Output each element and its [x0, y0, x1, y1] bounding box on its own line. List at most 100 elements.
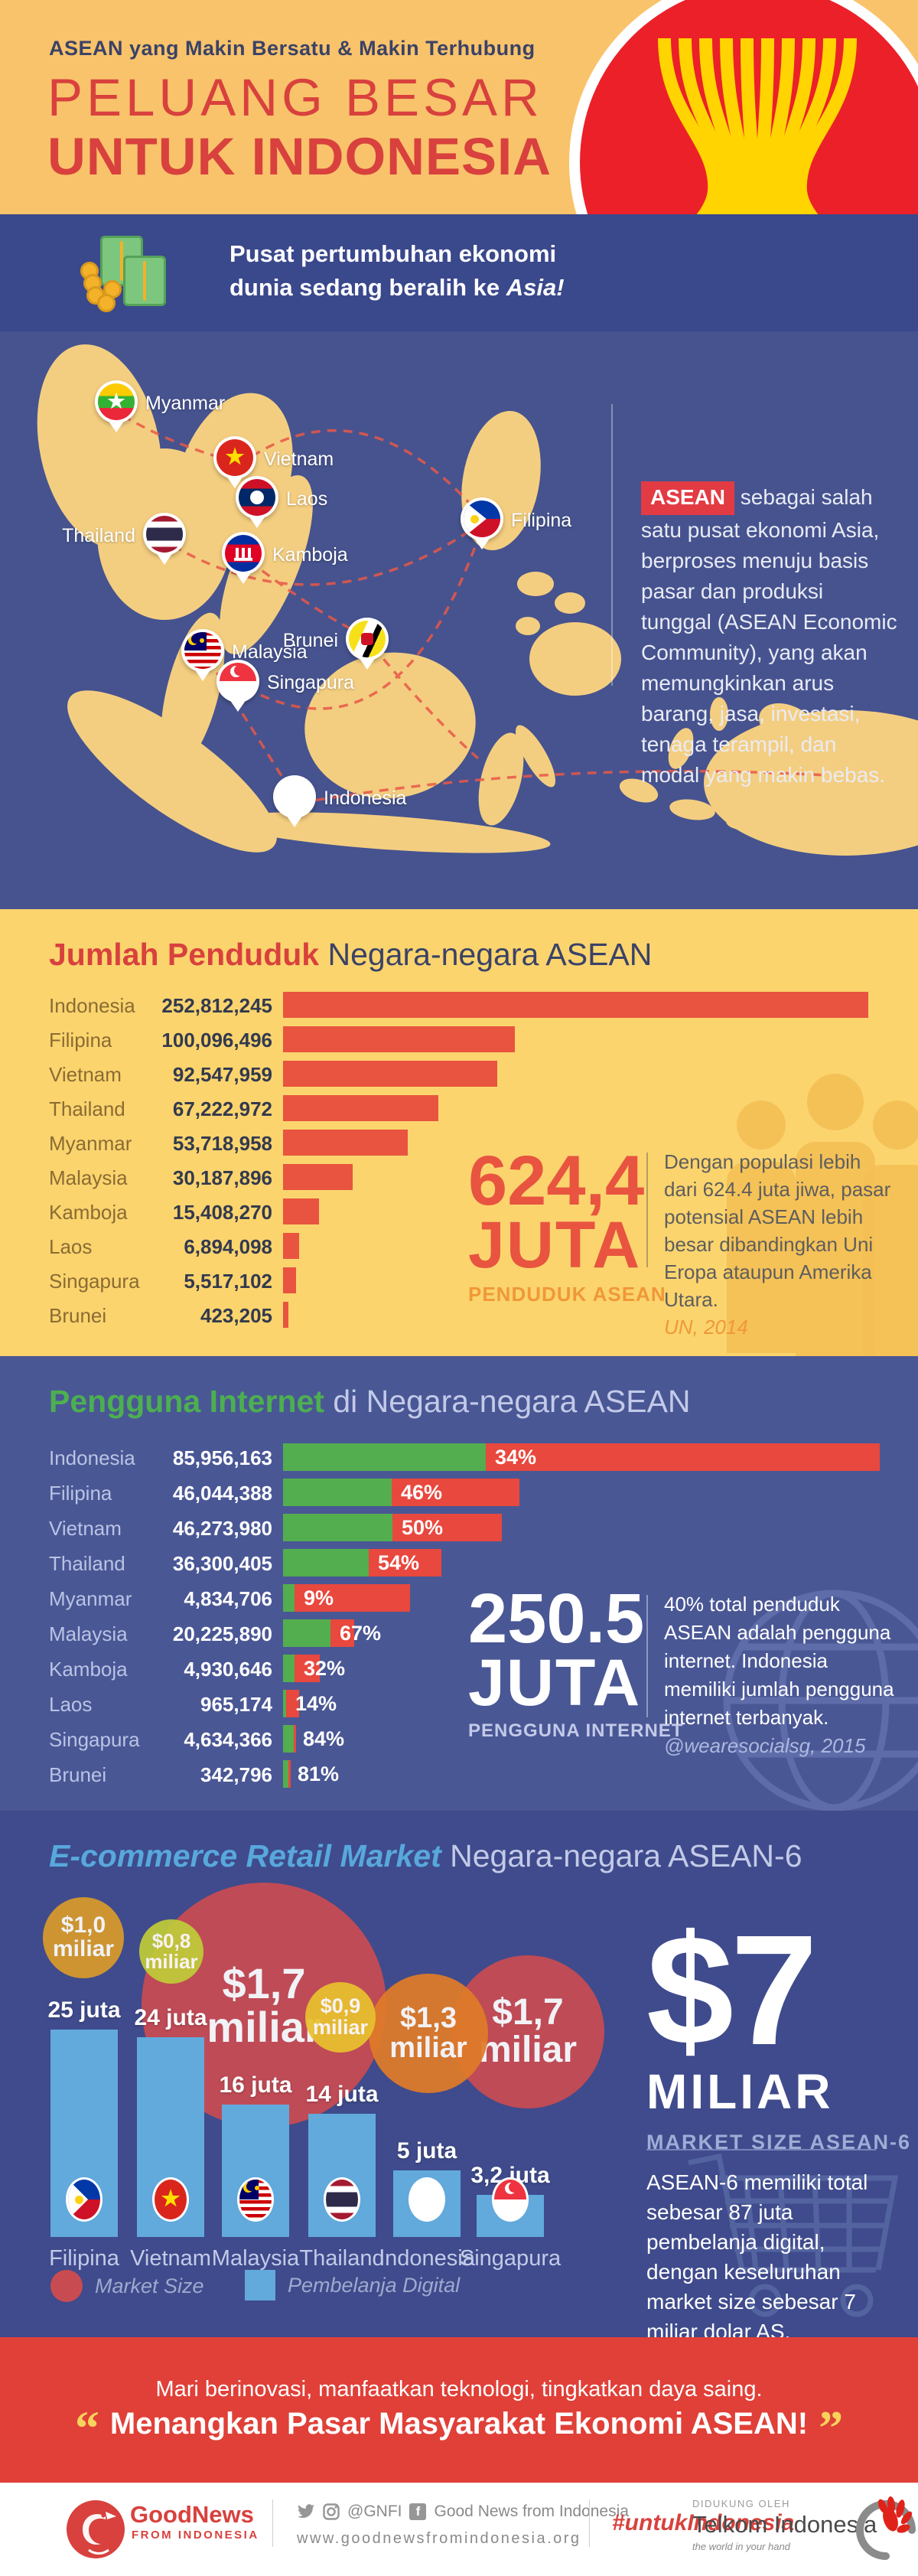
country-label: Brunei — [49, 1304, 107, 1327]
country-label: Kamboja — [49, 1201, 128, 1224]
market-size-swatch — [50, 2270, 83, 2302]
website-url[interactable]: www.goodnewsfromindonesia.org — [297, 2530, 581, 2547]
flag-indonesia-icon — [411, 2180, 443, 2219]
social-handle[interactable]: @GNFI — [347, 2503, 402, 2520]
footer-divider — [272, 2499, 273, 2547]
internet-row-singapura: Singapura 4,634,366 84% — [0, 1725, 918, 1753]
internet-users-value: 342,796 — [200, 1763, 272, 1786]
instagram-icon[interactable] — [323, 2503, 340, 2520]
penetration-percent-label: 81% — [298, 1762, 340, 1785]
population-section: Jumlah Penduduk Negara-negara ASEAN Indo… — [0, 909, 918, 1356]
internet-aside-divider — [646, 1595, 648, 1717]
map-pin-label: Singapura — [267, 672, 354, 693]
people-silhouette-icon — [727, 1101, 796, 1353]
internet-row-filipina: Filipina 46,044,388 46% — [0, 1479, 918, 1506]
population-source: UN, 2014 — [664, 1316, 748, 1339]
internet-row-malaysia: Malaysia 20,225,890 67% — [0, 1619, 918, 1647]
population-row-thailand: Thailand 67,222,972 — [0, 1095, 918, 1121]
population-bar-chart: Indonesia 252,812,245 Filipina 100,096,496 V… — [0, 992, 918, 1336]
page-title-line2: UNTUK INDONESIA — [47, 127, 552, 186]
map-text-divider — [611, 404, 613, 686]
country-label: Thailand — [49, 1552, 125, 1575]
remainder-red-bar — [392, 1514, 502, 1541]
internet-users-value: 20,225,890 — [172, 1622, 272, 1645]
population-value: 53,718,958 — [172, 1132, 272, 1155]
map-pin-label: Laos — [286, 488, 328, 510]
flag-singapura-icon — [220, 663, 256, 699]
flag-filipina-icon — [68, 2180, 100, 2219]
country-label: Vietnam — [49, 1517, 122, 1540]
remainder-red-bar — [486, 1443, 880, 1471]
ecommerce-big-number: $7 MILIAR MARKET SIZE ASEAN-6 — [646, 1903, 912, 2154]
population-value: 100,096,496 — [161, 1029, 272, 1052]
map-pin-vietnam[interactable]: ★ — [213, 436, 256, 491]
country-label: Filipina — [49, 2246, 119, 2271]
internet-section: Pengguna Internet di Negara-negara ASEAN… — [0, 1356, 918, 1811]
internet-row-indonesia: Indonesia 85,956,163 34% — [0, 1443, 918, 1471]
facebook-icon[interactable]: f — [409, 2503, 427, 2520]
map-pin-malaysia[interactable] — [181, 629, 224, 684]
internet-users-value: 46,044,388 — [172, 1482, 272, 1505]
map-pin-label: Filipina — [511, 510, 572, 531]
map-pin-filipina[interactable] — [461, 497, 503, 553]
country-label: Thailand — [299, 2246, 385, 2271]
bar-flag-malaysia — [237, 2177, 274, 2222]
banner-section: Pusat pertumbuhan ekonomi dunia sedang b… — [0, 214, 918, 331]
population-row-malaysia: Malaysia 30,187,896 — [0, 1164, 918, 1190]
goodnews-brand: GoodNews — [130, 2501, 254, 2528]
map-pin-myanmar[interactable]: ★ — [95, 380, 138, 435]
market-size-bubble-thailand: $0,9 miliar — [305, 1982, 376, 2053]
map-pin-thailand[interactable] — [143, 513, 186, 568]
ecommerce-chart: $1,7 miliar $1,7 miliar $1,3 miliar $0,9 miliar… — [0, 1811, 643, 2337]
legend-market-size: Market Size — [50, 2270, 204, 2302]
internet-users-value: 36,300,405 — [172, 1552, 272, 1575]
facebook-page-name[interactable]: Good News from Indonesia — [434, 2503, 629, 2520]
map-aside-text: ASEAN sebagai salah satu pusat ekonomi A… — [641, 481, 898, 791]
map-pin-laos[interactable] — [236, 476, 278, 531]
twitter-icon[interactable] — [297, 2504, 315, 2519]
ecommerce-aside-divider — [646, 2149, 876, 2150]
country-label: Kamboja — [49, 1658, 128, 1681]
flag-thailand-icon — [146, 516, 183, 553]
population-row-laos: Laos 6,894,098 — [0, 1233, 918, 1259]
market-size-bubble-filipina: $1,0 miliar — [43, 1897, 124, 1978]
internet-users-value: 965,174 — [200, 1693, 272, 1716]
population-row-brunei: Brunei 423,205 — [0, 1302, 918, 1328]
country-label: Thailand — [49, 1097, 125, 1120]
globe-icon — [723, 1590, 918, 1811]
map-pin-indonesia[interactable] — [273, 775, 316, 830]
population-row-singapura: Singapura 5,517,102 — [0, 1267, 918, 1293]
population-big-number: 624,4 JUTA PENDUDUK ASEAN — [468, 1142, 666, 1306]
ecommerce-title: E-commerce Retail Market Negara-negara A… — [49, 1838, 802, 1873]
population-bar — [283, 1095, 438, 1121]
internet-users-value: 4,930,646 — [184, 1658, 272, 1681]
population-value: 6,894,098 — [184, 1235, 272, 1258]
map-pin-kamboja[interactable] — [222, 532, 265, 587]
hashtag[interactable]: #untukIndonesia — [612, 2510, 795, 2535]
penetration-percent-label: 84% — [303, 1727, 345, 1750]
population-bar — [283, 1233, 299, 1259]
country-label: Laos — [49, 1235, 93, 1258]
internet-row-thailand: Thailand 36,300,405 54% — [0, 1549, 918, 1577]
remainder-red-bar — [295, 1655, 320, 1682]
population-row-filipina: Filipina 100,096,496 — [0, 1026, 918, 1052]
digital-shoppers-value: 25 juta — [47, 1997, 121, 2023]
users-green-bar — [283, 1760, 288, 1788]
internet-users-value: 46,273,980 — [172, 1517, 272, 1540]
sponsor-name: Telkom Indonesia — [692, 2511, 877, 2538]
country-label: Filipina — [49, 1029, 112, 1052]
population-value: 67,222,972 — [172, 1097, 272, 1120]
map-pin-singapura[interactable] — [216, 660, 259, 715]
population-bar — [283, 1198, 319, 1224]
internet-users-value: 85,956,163 — [172, 1446, 272, 1469]
country-label: Singapura — [49, 1270, 140, 1293]
country-label: Malaysia — [49, 1622, 128, 1645]
population-value: 423,205 — [200, 1304, 272, 1327]
quote-section: Mari berinovasi, manfaatkan teknologi, t… — [0, 2337, 918, 2483]
internet-source: @wearesocialsg, 2015 — [664, 1734, 866, 1757]
penetration-percent-label: 32% — [304, 1657, 346, 1680]
map-pin-brunei[interactable] — [346, 618, 389, 673]
quote-line1: Mari berinovasi, manfaatkan teknologi, t… — [155, 2377, 763, 2402]
money-icon — [80, 236, 166, 312]
footer-divider — [589, 2499, 590, 2547]
